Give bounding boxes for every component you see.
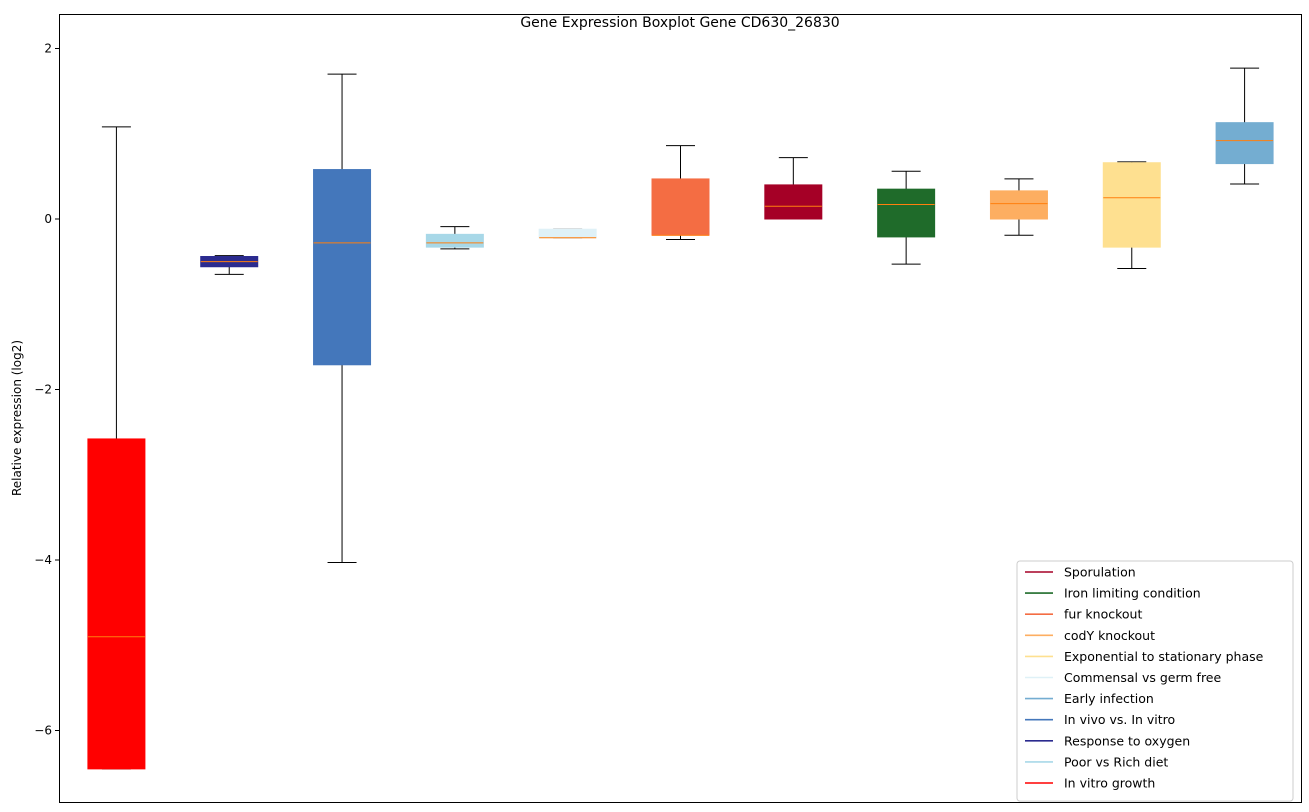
legend-item: In vitro growth: [1025, 776, 1155, 791]
y-tick-label: −4: [34, 553, 52, 567]
box-fur-knockout: [651, 145, 710, 240]
legend-item: Poor vs Rich diet: [1025, 754, 1168, 769]
legend-label: Sporulation: [1064, 565, 1136, 580]
y-tick-label: 2: [44, 42, 52, 56]
box-rect: [1215, 122, 1274, 165]
box-cody-knockout: [989, 178, 1048, 236]
box-exponential-to-stationary-phase: [1102, 161, 1161, 269]
legend-label: Poor vs Rich diet: [1064, 754, 1168, 769]
legend-label: fur knockout: [1064, 607, 1142, 622]
legend-label: In vivo vs. In vitro: [1064, 712, 1175, 727]
y-axis-label: Relative expression (log2): [10, 340, 24, 496]
box-rect: [538, 228, 597, 239]
y-tick-label: 0: [44, 212, 52, 226]
box-rect: [877, 188, 936, 238]
legend-label: Iron limiting condition: [1064, 586, 1201, 601]
legend-item: Sporulation: [1025, 565, 1136, 580]
box-in-vitro-growth: [87, 126, 146, 770]
legend-label: codY knockout: [1064, 628, 1155, 643]
plot-frame: [59, 14, 1302, 803]
box-early-infection: [1215, 67, 1274, 185]
box-sporulation: [764, 157, 823, 220]
legend-frame: [1016, 560, 1294, 802]
y-axis: 2 0 −2 −4 −6: [34, 42, 60, 738]
box-commensal-vs-germ-free: [538, 228, 597, 239]
legend-label: Early infection: [1064, 691, 1154, 706]
box-rect: [651, 178, 710, 236]
box-in-vivo-vs-in-vitro: [313, 73, 372, 564]
legend-label: Commensal vs germ free: [1064, 670, 1221, 685]
legend-item: Early infection: [1025, 691, 1154, 706]
legend-item: Response to oxygen: [1025, 733, 1190, 748]
y-tick-label: −6: [34, 724, 52, 738]
box-iron-limiting-condition: [877, 170, 936, 265]
legend-label: Exponential to stationary phase: [1064, 649, 1264, 664]
legend: Sporulation Iron limiting condition fur kn…: [1016, 560, 1294, 802]
legend-item: codY knockout: [1025, 628, 1155, 643]
box-rect: [87, 438, 146, 770]
box-rect: [989, 190, 1048, 220]
chart-title: Gene Expression Boxplot Gene CD630_26830: [520, 15, 839, 31]
box-rect: [425, 233, 484, 248]
box-rect: [313, 169, 372, 366]
box-rect: [1102, 162, 1161, 248]
legend-item: fur knockout: [1025, 607, 1142, 622]
y-tick-label: −2: [34, 383, 52, 397]
legend-item: In vivo vs. In vitro: [1025, 712, 1175, 727]
legend-item: Commensal vs germ free: [1025, 670, 1221, 685]
legend-label: Response to oxygen: [1064, 733, 1190, 748]
boxes-group: [87, 67, 1274, 770]
box-response-to-oxygen: [200, 255, 259, 275]
legend-label: In vitro growth: [1064, 776, 1155, 791]
box-rect: [764, 184, 823, 220]
legend-item: Exponential to stationary phase: [1025, 649, 1264, 664]
legend-item: Iron limiting condition: [1025, 586, 1201, 601]
box-poor-vs-rich-diet: [425, 226, 484, 250]
